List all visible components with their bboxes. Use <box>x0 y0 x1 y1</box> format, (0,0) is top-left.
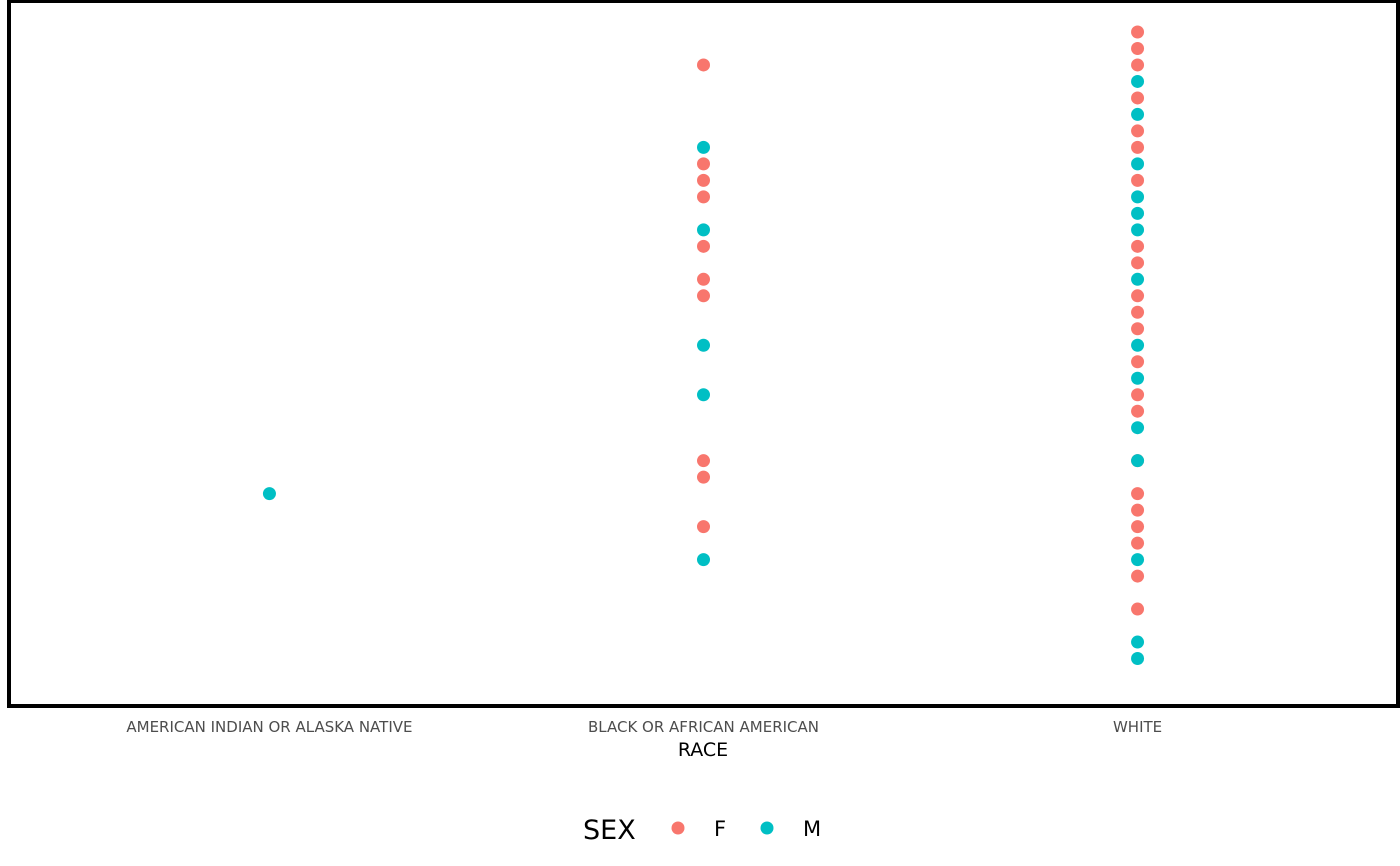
data-point-m <box>1131 652 1145 666</box>
data-point-m <box>1131 635 1145 649</box>
data-point-f <box>697 173 710 187</box>
data-point-f <box>1131 487 1145 501</box>
data-point-f <box>1131 536 1145 550</box>
legend-title: SEX <box>583 815 636 846</box>
points-layer <box>262 25 1145 666</box>
x-tick-label: AMERICAN INDIAN OR ALASKA NATIVE <box>126 718 412 736</box>
data-point-f <box>697 190 710 204</box>
data-point-f <box>1131 41 1145 55</box>
data-point-f <box>1131 520 1145 534</box>
data-point-f <box>1131 173 1145 187</box>
data-point-m <box>1131 157 1145 171</box>
data-point-m <box>1131 107 1145 121</box>
data-point-m <box>1131 553 1145 567</box>
data-point-f <box>1131 91 1145 105</box>
data-point-m <box>1131 371 1145 385</box>
data-point-m <box>697 388 710 402</box>
data-point-f <box>1131 239 1145 253</box>
data-point-f <box>697 272 710 286</box>
data-point-f <box>697 58 710 72</box>
data-point-f <box>1131 503 1145 517</box>
data-point-m <box>1131 74 1145 88</box>
data-point-f <box>1131 322 1145 336</box>
legend-key-m <box>760 821 774 835</box>
data-point-f <box>1131 388 1145 402</box>
data-point-m <box>1131 338 1145 352</box>
data-point-f <box>697 520 710 534</box>
data-point-f <box>1131 58 1145 72</box>
data-point-m <box>697 223 710 237</box>
data-point-f <box>1131 602 1145 616</box>
data-point-f <box>697 454 710 468</box>
data-point-f <box>1131 569 1145 583</box>
x-axis-title: RACE <box>678 739 728 761</box>
legend-key-f <box>671 821 685 835</box>
data-point-m <box>697 140 710 154</box>
data-point-f <box>1131 140 1145 154</box>
data-point-f <box>697 239 710 253</box>
data-point-m <box>1131 206 1145 220</box>
data-point-f <box>1131 404 1145 418</box>
plot-panel <box>7 0 1400 708</box>
data-point-m <box>697 553 710 567</box>
data-point-m <box>1131 454 1145 468</box>
x-tick-label: BLACK OR AFRICAN AMERICAN <box>588 718 819 736</box>
data-point-f <box>1131 25 1145 39</box>
data-point-m <box>262 487 276 501</box>
data-point-m <box>1131 272 1145 286</box>
x-tick-labels: AMERICAN INDIAN OR ALASKA NATIVE BLACK OR… <box>126 718 1162 736</box>
data-point-m <box>697 338 710 352</box>
legend-label-m: M <box>803 817 821 841</box>
data-point-f <box>1131 305 1145 319</box>
data-point-m <box>1131 190 1145 204</box>
data-point-f <box>697 289 710 303</box>
legend: SEX F M <box>583 815 821 846</box>
x-tick-label: WHITE <box>1113 718 1162 736</box>
data-point-f <box>697 470 710 484</box>
data-point-f <box>697 157 710 171</box>
legend-label-f: F <box>714 817 726 841</box>
data-point-f <box>1131 289 1145 303</box>
data-point-f <box>1131 124 1145 138</box>
data-point-m <box>1131 421 1145 435</box>
data-point-f <box>1131 256 1145 270</box>
data-point-f <box>1131 355 1145 369</box>
data-point-m <box>1131 223 1145 237</box>
